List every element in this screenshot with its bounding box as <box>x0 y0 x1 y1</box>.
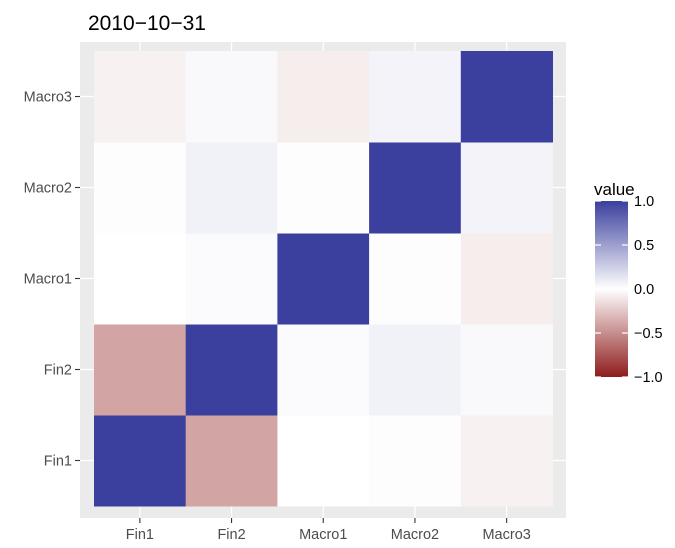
y-tick-label: Macro3 <box>24 90 72 106</box>
legend-tick-label: 0.0 <box>634 282 654 298</box>
heatmap-cell-macro1-fin1 <box>277 415 370 507</box>
x-tick-label: Macro2 <box>391 527 439 543</box>
heatmap-cell-fin2-macro2 <box>185 142 278 234</box>
legend-tick-label: 0.5 <box>634 238 654 254</box>
legend-tick-label: 1.0 <box>634 194 654 210</box>
heatmap-cell-macro3-macro1 <box>460 233 553 325</box>
heatmap-cell-fin2-macro3 <box>185 51 278 143</box>
heatmap-cell-macro1-macro3 <box>277 51 370 143</box>
x-tick-label: Fin2 <box>217 527 245 543</box>
heatmap-cell-fin1-fin1 <box>94 415 187 507</box>
heatmap-cell-macro2-macro3 <box>369 51 462 143</box>
legend-tick-label: −1.0 <box>634 370 663 386</box>
heatmap-cell-macro1-macro1 <box>277 233 370 325</box>
heatmap-cell-macro2-fin1 <box>369 415 462 507</box>
legend-tick-label: −0.5 <box>634 326 663 342</box>
heatmap-cell-macro1-fin2 <box>277 324 370 416</box>
heatmap-cell-macro2-macro2 <box>369 142 462 234</box>
heatmap-cell-macro3-macro3 <box>460 51 553 143</box>
heatmap-cell-fin2-fin1 <box>185 415 278 507</box>
heatmap-cells <box>80 42 566 518</box>
heatmap-cell-macro2-macro1 <box>369 233 462 325</box>
x-tick-label: Macro1 <box>299 527 347 543</box>
y-axis: Fin1 Fin2 Macro1 Macro2 Macro3 <box>24 90 80 470</box>
heatmap-cell-fin1-macro2 <box>94 142 187 234</box>
y-tick-label: Macro2 <box>24 181 72 197</box>
heatmap-cell-macro3-fin1 <box>460 415 553 507</box>
y-tick-label: Fin1 <box>44 454 72 470</box>
x-axis: Fin1 Fin2 Macro1 Macro2 Macro3 <box>126 518 531 543</box>
heatmap-cell-fin1-macro3 <box>94 51 187 143</box>
heatmap-cell-macro1-macro2 <box>277 142 370 234</box>
y-tick-label: Macro1 <box>24 272 72 288</box>
heatmap-cell-macro3-macro2 <box>460 142 553 234</box>
heatmap-cell-macro3-fin2 <box>460 324 553 416</box>
legend-ticks: 1.0 0.5 0.0 −0.5 −1.0 <box>595 194 663 386</box>
heatmap-cell-fin1-fin2 <box>94 324 187 416</box>
x-tick-label: Macro3 <box>482 527 530 543</box>
heatmap-cell-fin2-macro1 <box>185 233 278 325</box>
chart-title: 2010−10−31 <box>88 12 206 35</box>
legend: value 1.0 0.5 0.0 −0.5 −1.0 <box>594 180 663 386</box>
y-tick-label: Fin2 <box>44 363 72 379</box>
legend-title: value <box>594 180 635 199</box>
heatmap-cell-fin1-macro1 <box>94 233 187 325</box>
heatmap-cell-fin2-fin2 <box>185 324 278 416</box>
x-tick-label: Fin1 <box>126 527 154 543</box>
heatmap-cell-macro2-fin2 <box>369 324 462 416</box>
